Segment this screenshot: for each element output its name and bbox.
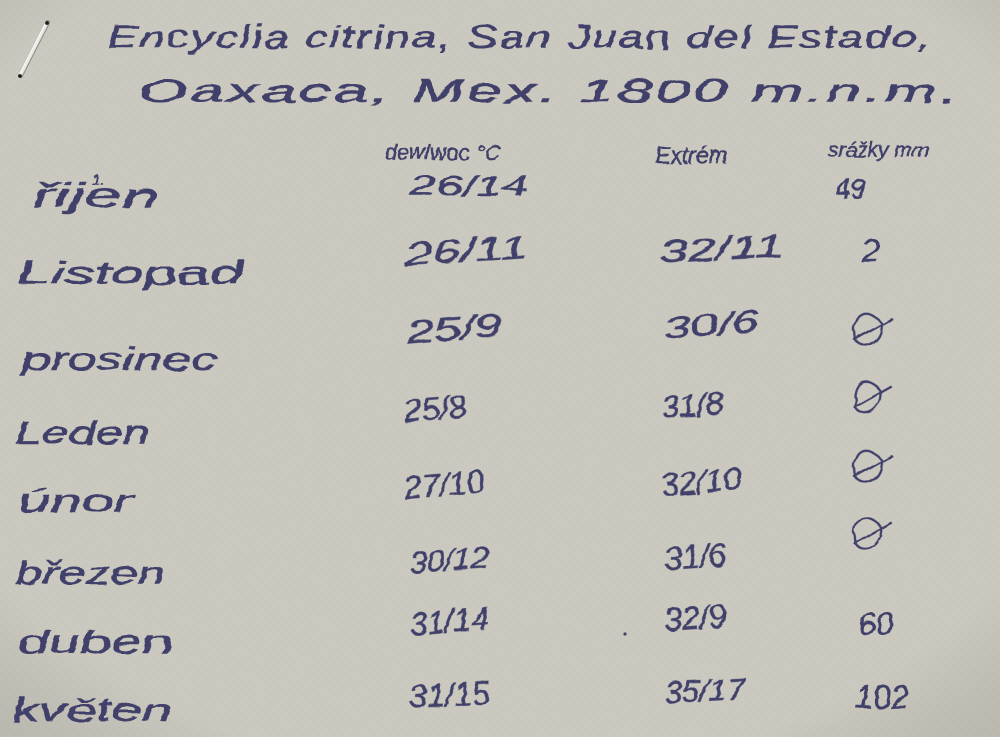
svg-text:35/17: 35/17: [663, 671, 746, 711]
svg-text:102: 102: [855, 679, 909, 715]
svg-text:32/11: 32/11: [658, 228, 784, 270]
svg-text:31/6: 31/6: [663, 537, 728, 577]
svg-text:30/12: 30/12: [408, 539, 491, 581]
svg-text:30/6: 30/6: [662, 303, 760, 347]
svg-text:Leden: Leden: [15, 414, 150, 451]
svg-text:32/10: 32/10: [659, 460, 742, 503]
svg-text:25/8: 25/8: [402, 389, 468, 429]
svg-text:31/14: 31/14: [408, 600, 490, 641]
svg-text:31/8: 31/8: [660, 385, 725, 425]
svg-text:25/9: 25/9: [404, 307, 504, 351]
svg-text:únor: únor: [18, 483, 135, 519]
svg-text:26/11: 26/11: [401, 228, 529, 273]
svg-text:2: 2: [861, 233, 880, 269]
svg-text:březen: březen: [15, 555, 165, 591]
svg-text:32/9: 32/9: [663, 598, 728, 638]
svg-text:31/15: 31/15: [408, 675, 490, 715]
svg-text:prosinec: prosinec: [20, 341, 217, 377]
svg-text:květen: květen: [12, 692, 172, 728]
svg-text:60: 60: [858, 606, 894, 642]
svg-text:Listopad: Listopad: [18, 255, 245, 291]
svg-text:duben: duben: [18, 624, 173, 660]
svg-text:27/10: 27/10: [401, 463, 485, 506]
